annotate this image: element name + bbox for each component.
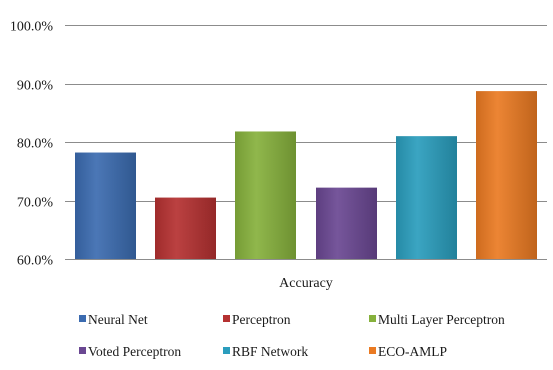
bar-voted-perceptron — [316, 187, 377, 259]
legend-swatch — [79, 315, 86, 322]
y-tick-label: 80.0% — [17, 137, 54, 152]
bar-multi-layer-perceptron — [235, 131, 296, 259]
legend-label: RBF Network — [232, 344, 308, 359]
legend-label: ECO-AMLP — [378, 344, 447, 359]
legend-label: Neural Net — [88, 312, 148, 327]
gridlines — [65, 25, 547, 260]
y-tick-label: 60.0% — [17, 254, 54, 269]
bars — [65, 91, 547, 260]
y-tick-label: 90.0% — [17, 79, 54, 94]
legend-label: Perceptron — [232, 312, 291, 327]
x-category-label: Accuracy — [279, 276, 333, 291]
bar-perceptron — [155, 197, 216, 259]
y-axis-tick-labels: 60.0% 70.0% 80.0% 90.0% 100.0% — [10, 20, 54, 269]
legend-swatch — [223, 347, 230, 354]
legend-swatch — [79, 347, 86, 354]
legend-item: Multi Layer Perceptron — [369, 312, 505, 327]
legend-item: Voted Perceptron — [79, 344, 181, 359]
bar-neural-net — [75, 152, 136, 259]
bar-eco-amlp — [476, 91, 537, 259]
legend-item: Perceptron — [223, 312, 291, 327]
legend-item: RBF Network — [223, 344, 308, 359]
x-axis-category-labels: Accuracy — [279, 276, 333, 291]
legend: Neural Net Perceptron Multi Layer Perceptr… — [79, 312, 505, 359]
y-tick-label: 70.0% — [17, 196, 54, 211]
legend-swatch — [369, 315, 376, 322]
legend-label: Voted Perceptron — [88, 344, 181, 359]
legend-swatch — [223, 315, 230, 322]
legend-swatch — [369, 347, 376, 354]
legend-item: ECO-AMLP — [369, 344, 447, 359]
y-tick-label: 100.0% — [10, 20, 54, 35]
bar-rbf-network — [396, 136, 457, 259]
legend-label: Multi Layer Perceptron — [378, 312, 505, 327]
legend-item: Neural Net — [79, 312, 148, 327]
